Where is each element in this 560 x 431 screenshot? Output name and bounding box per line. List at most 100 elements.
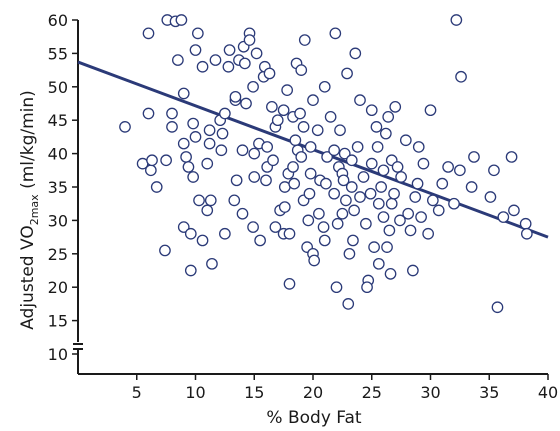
data-point [196,60,209,73]
data-point [240,97,252,110]
data-point [422,227,434,240]
y-axis-label: Adjusted VO2max (ml/kg/min) [18,90,41,330]
data-point [520,227,533,240]
data-point [145,164,157,177]
data-point [345,154,358,167]
data-point [229,90,242,103]
data-point [349,47,362,60]
data-point [295,151,308,163]
data-point [288,177,301,190]
data-point [351,141,364,153]
data-point [347,234,359,247]
data-point [426,194,439,207]
data-point [450,14,463,26]
data-point [201,157,214,170]
data-point [455,70,467,83]
data-point [203,137,216,150]
y-tick-label: 35 [48,178,68,197]
data-point [278,201,291,213]
data-point [271,114,284,127]
data-point [298,34,311,46]
y-axis-label-prefix: Adjusted VO [18,225,38,330]
y-tick-label: 10 [48,345,68,364]
data-point [189,131,202,143]
data-point [295,64,308,76]
data-point [377,164,390,177]
data-point [317,221,330,233]
data-point [184,227,197,240]
x-tick-label: 25 [362,383,382,402]
data-point [354,191,366,203]
data-point [187,117,199,130]
data-point [368,241,380,253]
y-tick-label: 60 [48,11,68,30]
y-tick-label: 20 [48,278,68,297]
data-point [303,187,316,200]
y-tick-label: 40 [48,145,68,164]
data-point [371,141,384,153]
data-point [415,211,427,223]
data-point [302,214,315,227]
data-point [343,247,356,260]
data-point [330,281,343,294]
data-point [342,298,355,310]
data-point [324,111,337,123]
x-tick-label: 30 [420,383,440,402]
y-axis-label-subscript: 2max [28,194,41,225]
data-point [206,257,218,270]
data-point [348,204,360,217]
x-tick-label: 35 [479,383,499,402]
data-point [468,151,480,163]
data-point [219,107,231,120]
data-point [260,174,272,187]
data-point [331,217,344,230]
data-point [201,204,214,217]
data-point [308,254,321,267]
data-point [277,104,290,117]
data-point [230,174,243,187]
data-point [404,224,417,237]
data-point [442,161,454,173]
data-point [360,217,372,230]
data-point [223,44,236,56]
data-point [375,181,387,193]
data-point [345,181,358,193]
x-tick-label: 5 [132,383,142,402]
data-point [465,181,478,193]
y-tick-label: 50 [48,78,68,97]
x-tick-label: 20 [303,383,323,402]
data-point [365,157,378,170]
data-point [175,14,188,26]
data-point [283,227,296,240]
data-point [177,221,190,233]
data-point [248,147,261,160]
data-point [204,194,217,207]
data-point [247,221,259,233]
data-point [407,264,419,277]
data-point [505,151,518,163]
data-point [334,124,346,137]
data-point [297,121,310,133]
data-point [372,197,385,210]
data-point [519,217,532,230]
data-point [228,194,241,207]
data-point [409,191,422,203]
y-tick-label: 30 [48,211,68,230]
data-point [402,207,415,220]
data-point [193,194,205,207]
data-point [448,197,460,210]
data-point [385,197,398,210]
data-point [364,187,377,200]
data-point [180,151,192,163]
x-tick-label: 10 [185,383,205,402]
data-point [436,177,449,190]
data-point [318,234,331,247]
data-point [266,100,278,113]
data-point [320,177,332,190]
data-point [177,87,190,100]
data-point [248,171,261,183]
axes [72,19,549,380]
data-point [209,54,222,66]
x-tick-label: 15 [244,383,264,402]
